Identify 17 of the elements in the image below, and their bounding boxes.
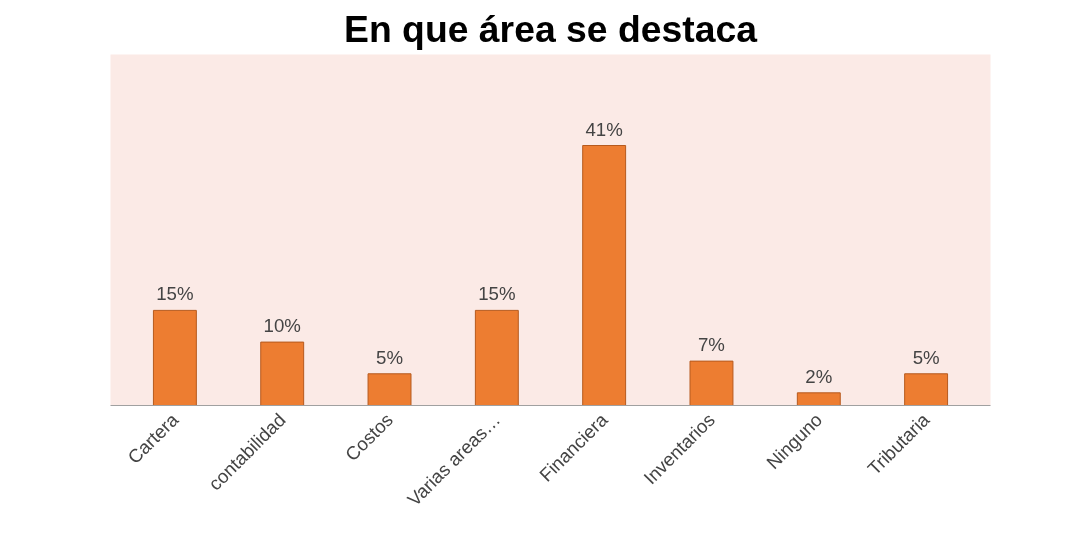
bar [904,373,949,406]
chart-title: En que área se destaca [344,7,758,50]
bar [152,309,197,406]
bar [474,309,519,406]
data-label: 2% [805,365,833,387]
bar [260,341,305,406]
data-label: 15% [156,283,194,305]
data-label: 10% [263,315,301,337]
data-label: 5% [376,346,404,368]
data-label: 7% [697,334,725,356]
data-label: 15% [478,283,516,305]
bar [582,145,627,406]
data-label: 5% [912,346,940,368]
data-label: 41% [585,118,623,140]
bar [689,360,734,406]
bar [367,373,412,406]
bar [796,392,841,406]
